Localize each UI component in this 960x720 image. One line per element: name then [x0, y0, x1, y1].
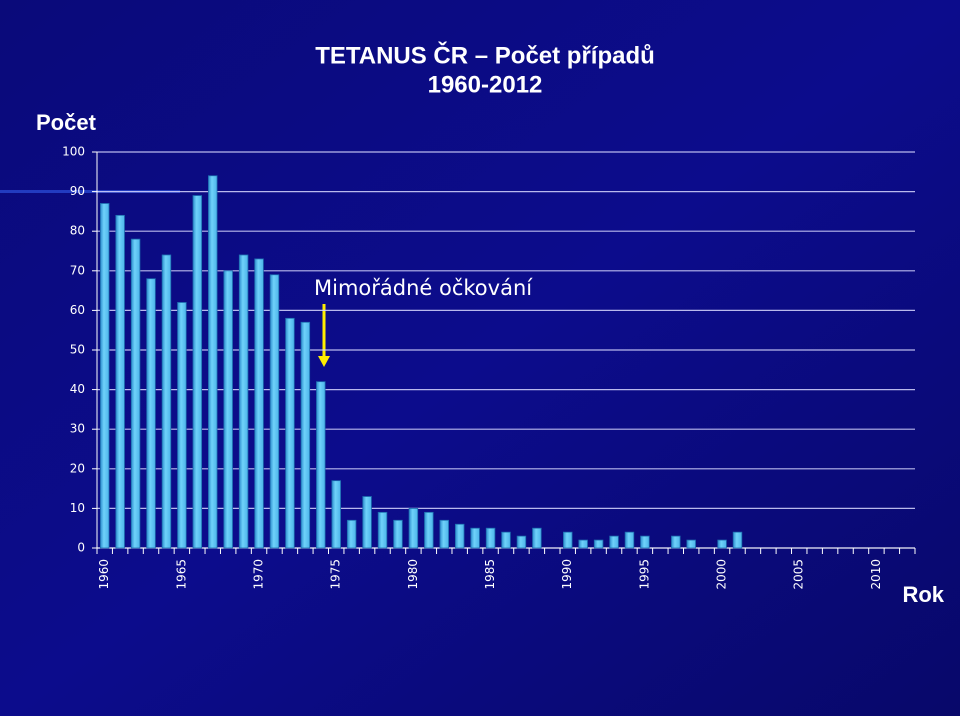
- chart-subtitle: 1960-2012: [428, 71, 543, 98]
- bar: [377, 511, 388, 549]
- x-tick-label: 1975: [329, 559, 343, 590]
- bar: [331, 480, 341, 549]
- y-tick-label: 30: [70, 422, 85, 436]
- bar: [532, 527, 542, 549]
- bar: [316, 381, 326, 549]
- y-tick-label: 0: [77, 541, 85, 555]
- bar: [501, 531, 511, 549]
- y-tick-label: 10: [70, 501, 85, 515]
- bar: [161, 254, 172, 549]
- bar: [300, 321, 311, 549]
- chart-title: TETANUS ČR – Počet případů: [315, 41, 655, 69]
- bar: [99, 203, 110, 549]
- bar: [130, 238, 141, 549]
- bar: [346, 519, 357, 549]
- x-tick-label: 1990: [560, 559, 574, 590]
- bar: [624, 531, 635, 549]
- annotation-arrow: [318, 304, 330, 367]
- bar: [578, 539, 588, 549]
- bar: [563, 531, 573, 549]
- bar: [609, 535, 619, 549]
- x-tick-label: 2000: [715, 559, 729, 590]
- bar: [671, 535, 681, 549]
- y-tick-label: 40: [70, 382, 85, 396]
- x-tick-label: 1980: [406, 559, 420, 590]
- bar: [115, 214, 125, 549]
- x-tick-label: 1970: [252, 559, 266, 590]
- y-tick-label: 90: [70, 184, 85, 198]
- bar: [454, 523, 465, 549]
- x-tick-label: 2010: [869, 559, 883, 590]
- bar: [269, 274, 280, 549]
- bar: [516, 535, 527, 549]
- bar: [593, 539, 604, 549]
- x-axis-label: Rok: [902, 582, 944, 607]
- bar: [285, 317, 295, 549]
- bar: [393, 519, 403, 549]
- bar: [686, 539, 696, 549]
- y-tick-label: 60: [70, 303, 85, 317]
- decoration: [0, 190, 180, 193]
- bar: [408, 507, 419, 549]
- y-tick-label: 20: [70, 461, 85, 475]
- annotation: Mimořádné očkování: [314, 276, 533, 300]
- bar: [208, 175, 218, 549]
- y-tick-label: 70: [70, 263, 85, 277]
- bar: [732, 531, 743, 549]
- x-tick-label: 1985: [483, 559, 497, 590]
- bar: [485, 527, 496, 549]
- x-tick-label: 1965: [174, 559, 188, 590]
- bar: [146, 278, 156, 549]
- bar: [254, 258, 264, 549]
- x-tick-label: 2005: [792, 559, 806, 590]
- bar: [424, 511, 434, 549]
- bar: [439, 519, 449, 549]
- bar: [470, 527, 480, 549]
- x-tick-label: 1960: [97, 559, 111, 590]
- bar: [717, 539, 727, 549]
- bar: [362, 496, 372, 549]
- bar: [238, 254, 249, 549]
- bar: [177, 302, 187, 549]
- x-tick-label: 1995: [637, 559, 651, 590]
- y-tick-label: 50: [70, 343, 85, 357]
- y-tick-label: 80: [70, 224, 85, 238]
- bar: [640, 535, 650, 549]
- bar: [223, 270, 233, 549]
- bar: [192, 195, 203, 549]
- y-tick-label: 100: [62, 145, 85, 159]
- y-axis-label: Počet: [36, 110, 97, 135]
